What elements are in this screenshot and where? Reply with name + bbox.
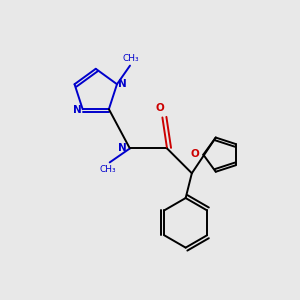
Text: N: N — [118, 143, 127, 154]
Text: N: N — [73, 105, 81, 115]
Text: O: O — [190, 149, 199, 159]
Text: CH₃: CH₃ — [100, 166, 116, 175]
Text: CH₃: CH₃ — [122, 54, 139, 63]
Text: N: N — [118, 79, 127, 88]
Text: O: O — [155, 103, 164, 113]
